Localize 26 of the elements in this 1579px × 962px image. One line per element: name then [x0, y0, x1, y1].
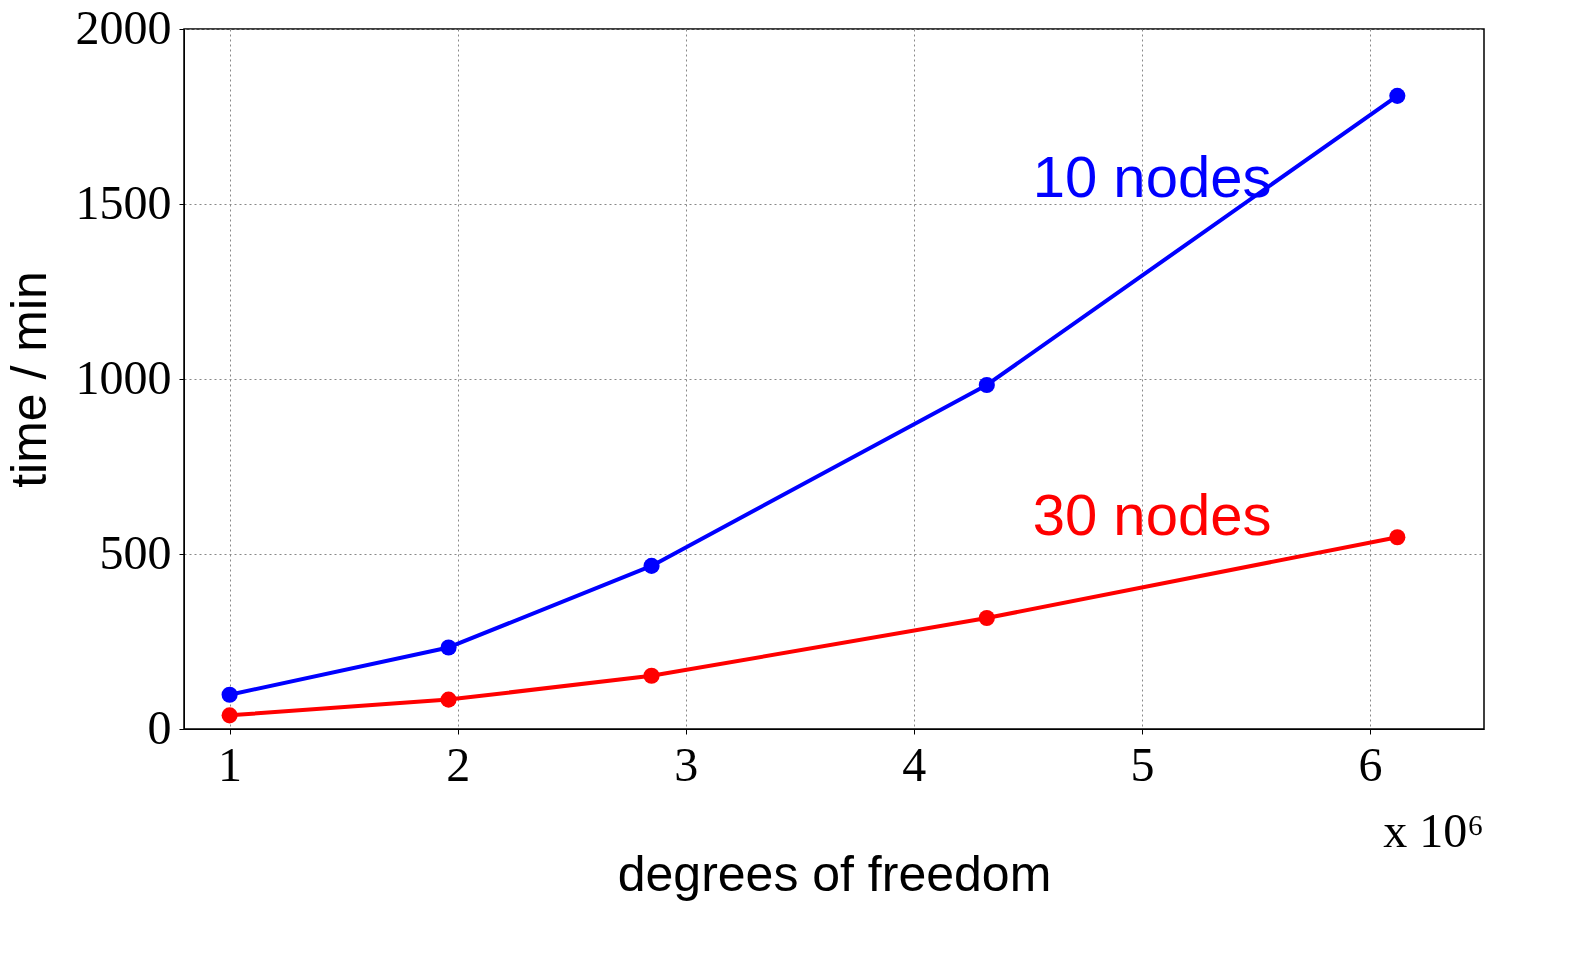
y-tick-label: 500: [99, 525, 172, 579]
y-tick-label: 1500: [75, 175, 172, 229]
point: [643, 667, 660, 684]
point: [1389, 87, 1406, 104]
point: [440, 639, 457, 656]
point: [221, 707, 238, 724]
point: [1389, 529, 1406, 546]
y-tick-label: 1000: [75, 350, 172, 404]
y-axis-title: time / min: [0, 271, 57, 488]
text: x 10⁶: [1383, 804, 1484, 857]
x-axis-title: degrees of freedom: [617, 845, 1052, 902]
point: [221, 686, 238, 703]
x-tick-label: 3: [674, 737, 699, 791]
series-label: 30 nodes: [1032, 481, 1272, 547]
series-label: 10 nodes: [1032, 144, 1272, 210]
x-tick-label: 5: [1130, 737, 1155, 791]
point: [978, 376, 995, 393]
point: [440, 691, 457, 708]
y-tick-label: 2000: [75, 0, 172, 54]
y-tick-label: 0: [147, 700, 172, 754]
point: [978, 610, 995, 627]
x-tick-label: 2: [446, 737, 471, 791]
x-tick-label: 1: [218, 737, 243, 791]
x-tick-label: 6: [1358, 737, 1383, 791]
point: [643, 557, 660, 574]
x-tick-label: 4: [902, 737, 927, 791]
